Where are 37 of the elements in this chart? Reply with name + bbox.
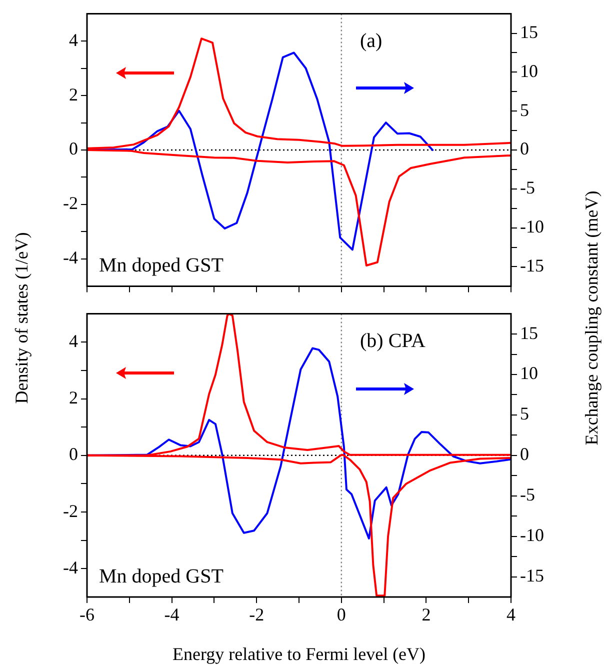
y2-axis-title: Exchange coupling constant (meV) bbox=[582, 190, 602, 446]
x-axis-title: Energy relative to Fermi level (eV) bbox=[172, 644, 426, 664]
y2-tick-label: -10 bbox=[520, 525, 544, 546]
x-tick-label: -4 bbox=[164, 604, 180, 625]
y2-tick-label: -15 bbox=[520, 566, 544, 586]
y-tick-label: 4 bbox=[69, 330, 78, 351]
annotation: (b) CPA bbox=[360, 330, 426, 352]
x-tick-label: 0 bbox=[336, 604, 346, 625]
y2-tick-label: -10 bbox=[520, 216, 544, 237]
y2-tick-label: 5 bbox=[520, 404, 529, 424]
y2-tick-label: -15 bbox=[520, 255, 544, 276]
y2-tick-label: 15 bbox=[520, 322, 538, 343]
y2-tick-label: 10 bbox=[520, 363, 538, 384]
y2-tick-label: 5 bbox=[520, 100, 529, 120]
x-tick-label: 4 bbox=[506, 604, 516, 625]
y-axis-title: Density of states (1/eV) bbox=[12, 232, 32, 404]
y-tick-label: 2 bbox=[69, 84, 78, 104]
y-tick-label: 0 bbox=[69, 444, 78, 464]
y-tick-label: -2 bbox=[63, 193, 78, 214]
y2-tick-label: 10 bbox=[520, 60, 538, 81]
y2-tick-label: -5 bbox=[520, 484, 535, 505]
x-tick-label: 2 bbox=[422, 604, 431, 625]
y-tick-label: 4 bbox=[69, 30, 78, 50]
y2-tick-label: -5 bbox=[520, 178, 535, 198]
x-tick-label: -2 bbox=[249, 604, 264, 625]
y-tick-label: 2 bbox=[69, 387, 78, 408]
annotation: Mn doped GST bbox=[99, 254, 224, 276]
y-tick-label: 0 bbox=[69, 138, 78, 159]
y2-tick-label: 0 bbox=[520, 444, 529, 464]
x-tick-label: -6 bbox=[80, 604, 94, 625]
y2-tick-label: 15 bbox=[520, 22, 538, 42]
y-tick-label: -2 bbox=[63, 500, 78, 521]
annotation: (a) bbox=[360, 30, 382, 52]
y2-tick-label: 0 bbox=[520, 138, 529, 159]
annotation: Mn doped GST bbox=[99, 565, 224, 588]
y-tick-label: -4 bbox=[63, 248, 78, 268]
y-tick-label: -4 bbox=[63, 557, 78, 578]
